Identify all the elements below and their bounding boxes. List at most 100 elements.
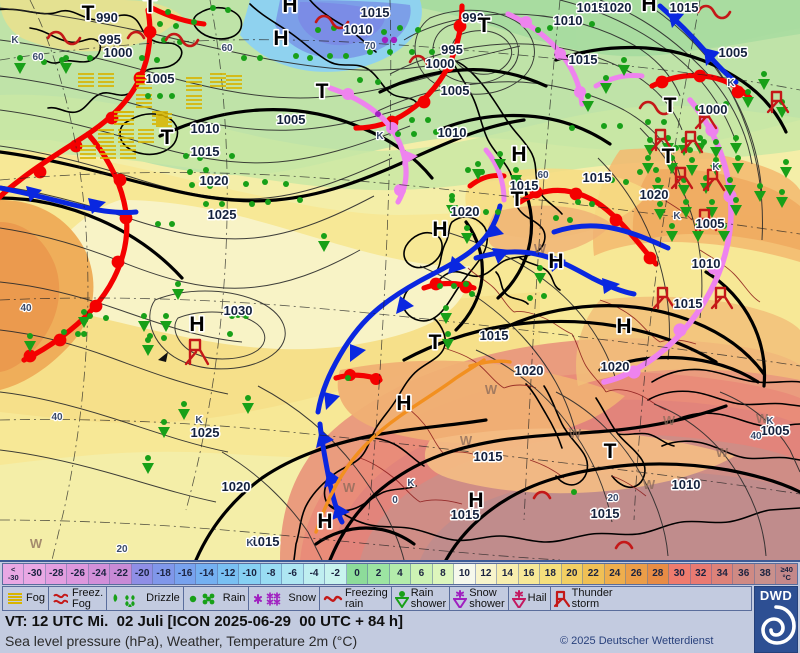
legend-item-drizzle: Drizzle bbox=[107, 587, 184, 610]
haze-symbol-label: W bbox=[643, 477, 656, 492]
map-svg: 9909951000100510101015102010251030102510… bbox=[0, 0, 800, 560]
isobar-label: 1005 bbox=[277, 112, 306, 127]
grid-coordinate-label: 40 bbox=[51, 412, 63, 423]
isobar-label: 1005 bbox=[146, 71, 175, 86]
legend-item-snow-shower: Snow shower bbox=[450, 587, 509, 610]
isobar-label: 1015 bbox=[591, 506, 620, 521]
pressure-centre-label: H bbox=[396, 392, 411, 415]
legend-item-snow: Snow bbox=[249, 587, 320, 610]
pressure-centre-label: H bbox=[468, 489, 483, 512]
isobar-label: 990 bbox=[462, 10, 484, 25]
pressure-centre-label: H bbox=[548, 250, 563, 273]
isobar-label: 1010 bbox=[692, 256, 721, 271]
grid-coordinate-label: 60 bbox=[221, 43, 233, 54]
temp-scale-tick--12: -12 bbox=[217, 564, 240, 584]
temp-scale-tick--4: -4 bbox=[303, 564, 326, 584]
dwd-logo[interactable]: DWD bbox=[754, 586, 798, 653]
isobar-label: 1010 bbox=[672, 477, 701, 492]
legend-item-label: Freez. Fog bbox=[71, 587, 104, 610]
isobar-label: 1005 bbox=[761, 423, 790, 438]
haze-symbol-label: W bbox=[30, 536, 43, 551]
haze-symbol-label: W bbox=[756, 411, 769, 426]
temp-scale-tick--14: -14 bbox=[196, 564, 218, 584]
temp-scale-tick-28: 28 bbox=[647, 564, 670, 584]
isobar-label: 1015 bbox=[361, 5, 390, 20]
temp-scale-tick--22: -22 bbox=[110, 564, 132, 584]
pressure-centre-label: T bbox=[478, 14, 491, 37]
grid-coordinate-label: 20 bbox=[607, 493, 619, 504]
pressure-centre-label: T bbox=[161, 126, 174, 149]
temp-scale-tick-4: 4 bbox=[389, 564, 412, 584]
isobar-label: 1005 bbox=[719, 45, 748, 60]
temp-scale-tick--20: -20 bbox=[131, 564, 154, 584]
pressure-centre-label: T bbox=[604, 440, 617, 463]
thunderstorm-icon bbox=[553, 590, 570, 608]
weather-map-canvas[interactable]: 990 995 1000 1005 1010 1015 1020 1025 1030 1025 10… bbox=[0, 0, 800, 560]
pressure-centre-label: T bbox=[316, 80, 329, 103]
legend-item-label: Hail bbox=[527, 592, 547, 605]
grid-coordinate-label: K bbox=[727, 78, 735, 89]
pressure-centre-label: T bbox=[662, 145, 675, 168]
temp-scale-tick-24: 24 bbox=[604, 564, 627, 584]
temp-scale-tick-36: 36 bbox=[733, 564, 755, 584]
grid-coordinate-label: K bbox=[246, 538, 254, 549]
isobar-label: 995 bbox=[99, 32, 121, 47]
pressure-centre-label: T bbox=[664, 94, 677, 117]
grid-coordinate-label: 60 bbox=[537, 170, 549, 181]
fog-icon bbox=[6, 591, 24, 607]
drizzle-icon bbox=[110, 591, 144, 607]
grid-coordinate-label: K bbox=[11, 35, 19, 46]
grid-coordinate-label: K bbox=[407, 478, 415, 489]
isobar-label: 1020 bbox=[603, 0, 632, 15]
isobar-label: 1015 bbox=[480, 328, 509, 343]
haze-symbol-label: W bbox=[663, 413, 676, 428]
pressure-centre-label: H bbox=[432, 218, 447, 241]
grid-coordinate-label: 60 bbox=[32, 52, 44, 63]
copyright-notice: © 2025 Deutscher Wetterdienst bbox=[560, 635, 714, 647]
isobar-label: 1020 bbox=[515, 363, 544, 378]
isobar-label: 1015 bbox=[191, 144, 220, 159]
legend-item-freezing-fog: Freez. Fog bbox=[49, 587, 108, 610]
temp-scale-tick-12: 12 bbox=[475, 564, 498, 584]
temp-scale-tick-10: 10 bbox=[454, 564, 476, 584]
temp-scale-tick-38: 38 bbox=[754, 564, 777, 584]
legend-item-rain-shower: Rain shower bbox=[392, 587, 451, 610]
pressure-centre-label: T bbox=[144, 0, 157, 17]
isobar-label: 1010 bbox=[344, 22, 373, 37]
grid-coordinate-label: K bbox=[195, 415, 203, 426]
pressure-centre-label: T bbox=[82, 2, 95, 25]
grid-coordinate-label: 40 bbox=[20, 303, 32, 314]
temp-scale-tick-20: 20 bbox=[561, 564, 584, 584]
isobar-label: 1025 bbox=[208, 207, 237, 222]
isobar-label: 1030 bbox=[224, 303, 253, 318]
temp-scale-tick--18: -18 bbox=[153, 564, 175, 584]
grid-coordinate-label: 70 bbox=[364, 41, 376, 52]
isobar-label: 1015 bbox=[451, 507, 480, 522]
isobar-label: 990 bbox=[96, 10, 118, 25]
temp-scale-tick-26: 26 bbox=[626, 564, 648, 584]
isobar-label: 995 bbox=[441, 42, 463, 57]
pressure-centre-label: H bbox=[317, 510, 332, 533]
grid-coordinate-label: K bbox=[673, 211, 681, 222]
pressure-centre-label: H bbox=[641, 0, 656, 16]
temp-scale-tick-18: 18 bbox=[540, 564, 562, 584]
dwd-logo-text: DWD bbox=[759, 588, 793, 603]
isobar-label: 1015 bbox=[674, 296, 703, 311]
temp-scale-tick-16: 16 bbox=[518, 564, 541, 584]
pressure-centre-label: H bbox=[282, 0, 297, 17]
product-description-caption: Sea level pressure (hPa), Weather, Tempe… bbox=[5, 633, 358, 649]
isobar-label: 1005 bbox=[441, 83, 470, 98]
temp-scale-tick-30: 30 bbox=[669, 564, 691, 584]
temp-scale-tick--24: -24 bbox=[88, 564, 111, 584]
legend-panel: < -30 -30 -28 -26 -24 -22 -20 -18 -16 -14 -12 -10 -8-… bbox=[0, 560, 800, 653]
temp-scale-below-min: < -30 bbox=[3, 564, 25, 584]
temp-scale-tick--16: -16 bbox=[174, 564, 197, 584]
legend-item-rain: Rain bbox=[184, 587, 250, 610]
haze-label-layer: W W W W W W W W W W bbox=[30, 241, 769, 551]
rain-shower-icon bbox=[394, 590, 409, 608]
temp-scale-above-max: ≥40 °C bbox=[776, 564, 797, 584]
isobar-label: 1015 bbox=[577, 0, 606, 15]
temp-scale-tick-6: 6 bbox=[411, 564, 433, 584]
